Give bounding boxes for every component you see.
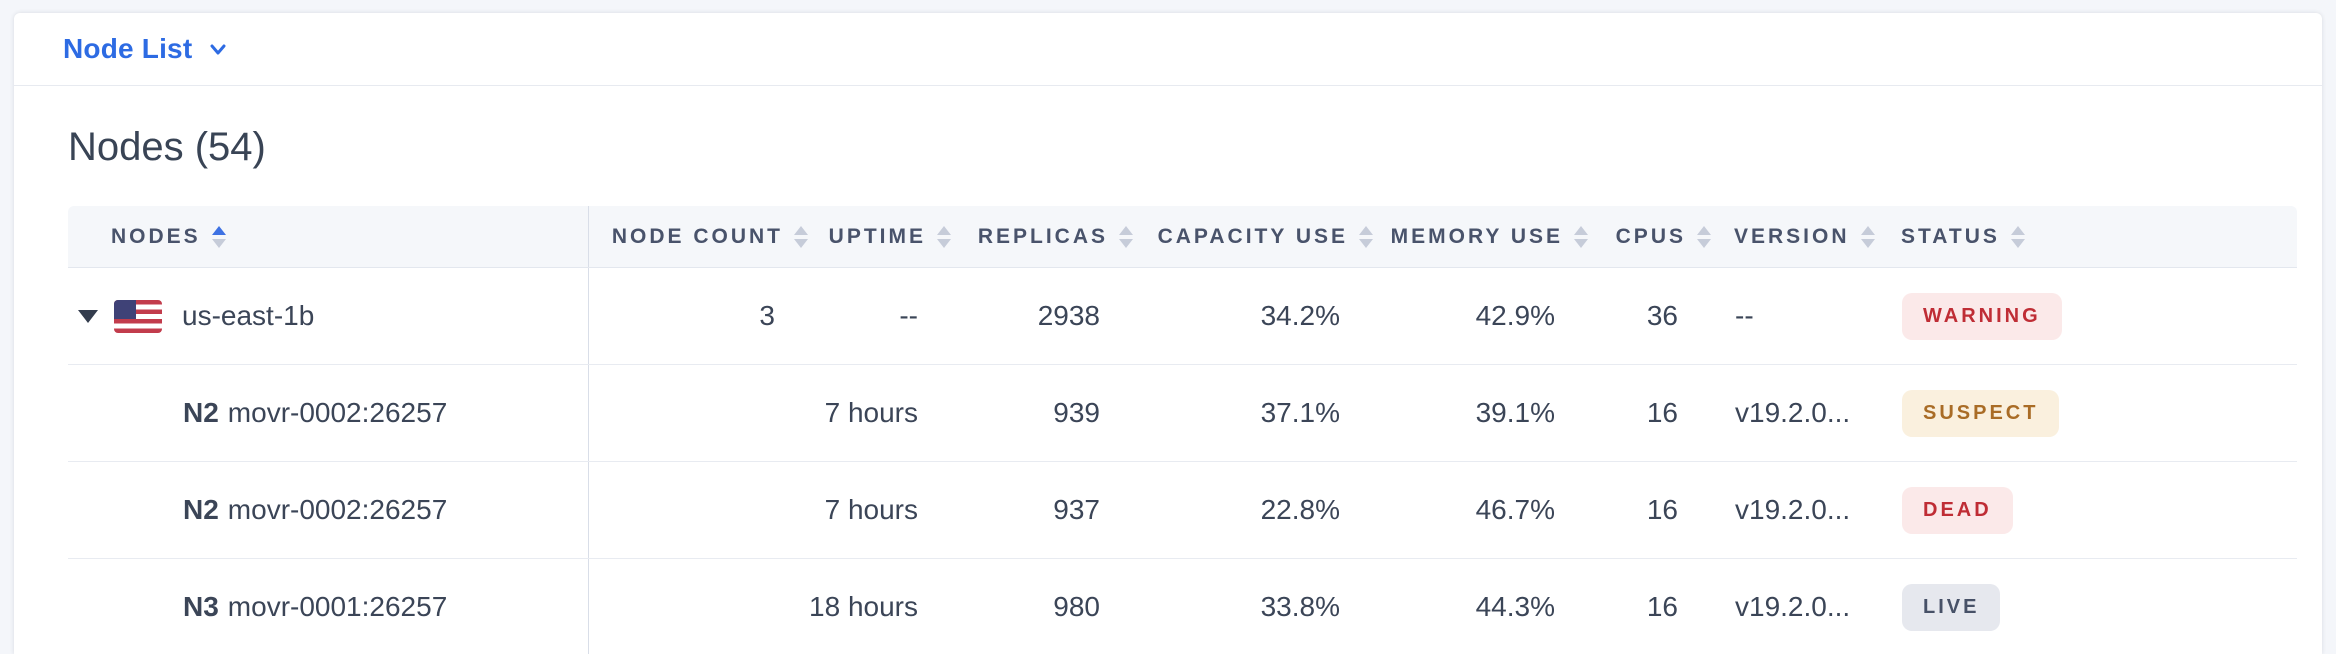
cpus-cell: 16 <box>1646 591 1678 622</box>
column-header-label: STATUS <box>1901 224 2000 248</box>
sort-icon <box>1574 225 1588 248</box>
memory-use-cell: 42.9% <box>1475 300 1555 331</box>
cpus-cell: 16 <box>1646 494 1678 525</box>
column-header-label: NODE COUNT <box>611 224 783 248</box>
column-header-uptime[interactable]: UPTIME <box>815 206 958 267</box>
table-row-node[interactable]: N3 movr-0001:26257 18 hours 980 33.8% 44… <box>68 559 2297 654</box>
column-header-memory-use[interactable]: MEMORY USE <box>1380 206 1595 267</box>
replicas-cell: 937 <box>1053 494 1100 525</box>
status-badge: SUSPECT <box>1902 389 2060 437</box>
collapse-caret-icon[interactable] <box>78 309 98 323</box>
capacity-use-cell: 34.2% <box>1260 300 1340 331</box>
node-id: N2 <box>183 494 219 525</box>
node-count-cell <box>589 365 815 461</box>
content-area: Nodes (54) NODES NODE COUNT UPTIME REPLI… <box>14 123 2322 654</box>
view-switcher-label: Node List <box>63 33 193 64</box>
status-badge: WARNING <box>1902 292 2062 340</box>
node-id: N3 <box>183 591 219 622</box>
sort-icon <box>1359 225 1373 248</box>
region-cell: us-east-1b <box>68 268 589 364</box>
capacity-use-cell: 22.8% <box>1260 494 1340 525</box>
table-row-region[interactable]: us-east-1b 3 -- 2938 34.2% 42.9% 36 -- W… <box>68 268 2297 365</box>
version-cell: -- <box>1735 300 1754 331</box>
replicas-cell: 939 <box>1053 397 1100 428</box>
cpus-cell: 16 <box>1646 397 1678 428</box>
node-count-cell <box>589 559 815 654</box>
column-header-status[interactable]: STATUS <box>1885 206 2297 267</box>
column-header-node-count[interactable]: NODE COUNT <box>589 206 815 267</box>
region-name: us-east-1b <box>182 300 315 331</box>
sort-icon <box>1697 225 1711 248</box>
replicas-cell: 2938 <box>1037 300 1100 331</box>
uptime-cell: 7 hours <box>824 397 918 428</box>
column-header-label: CAPACITY USE <box>1157 224 1348 248</box>
column-header-label: VERSION <box>1734 224 1850 248</box>
node-cell: N2 movr-0002:26257 <box>68 462 589 558</box>
column-header-cpus[interactable]: CPUS <box>1595 206 1718 267</box>
sort-icon <box>1860 225 1875 248</box>
column-header-capacity-use[interactable]: CAPACITY USE <box>1140 206 1380 267</box>
column-header-label: MEMORY USE <box>1390 224 1563 248</box>
column-header-label: CPUS <box>1615 224 1686 248</box>
capacity-use-cell: 33.8% <box>1260 591 1340 622</box>
table-row-node[interactable]: N2 movr-0002:26257 7 hours 939 37.1% 39.… <box>68 365 2297 462</box>
status-cell: SUSPECT <box>1885 365 2297 461</box>
table-header-row: NODES NODE COUNT UPTIME REPLICAS CAPACIT… <box>68 206 2297 268</box>
replicas-cell: 980 <box>1053 591 1100 622</box>
column-header-version[interactable]: VERSION <box>1718 206 1885 267</box>
memory-use-cell: 46.7% <box>1475 494 1555 525</box>
node-address: movr-0001:26257 <box>227 591 448 622</box>
status-cell: LIVE <box>1885 559 2297 654</box>
sort-icon <box>1119 225 1133 248</box>
node-list-card: Node List Nodes (54) NODES NODE COUNT UP… <box>14 13 2322 654</box>
uptime-cell: 18 hours <box>809 591 918 622</box>
us-flag-icon <box>114 299 162 333</box>
sort-icon <box>2010 225 2025 248</box>
sort-icon <box>937 225 951 248</box>
card-header: Node List <box>14 13 2322 86</box>
column-header-label: UPTIME <box>828 224 926 248</box>
uptime-cell: 7 hours <box>824 494 918 525</box>
node-address: movr-0002:26257 <box>227 397 448 428</box>
version-cell: v19.2.0... <box>1735 494 1851 525</box>
column-header-label: NODES <box>111 224 201 248</box>
status-badge: DEAD <box>1902 486 2013 534</box>
node-count-cell: 3 <box>759 300 775 331</box>
node-count-cell <box>589 462 815 558</box>
chevron-down-icon <box>210 44 226 55</box>
nodes-table: NODES NODE COUNT UPTIME REPLICAS CAPACIT… <box>68 206 2297 654</box>
version-cell: v19.2.0... <box>1735 591 1851 622</box>
node-cell: N3 movr-0001:26257 <box>68 559 589 654</box>
memory-use-cell: 39.1% <box>1475 397 1555 428</box>
memory-use-cell: 44.3% <box>1475 591 1555 622</box>
page-title: Nodes (54) <box>68 125 266 169</box>
view-switcher-dropdown[interactable]: Node List <box>63 33 229 65</box>
table-row-node[interactable]: N2 movr-0002:26257 7 hours 937 22.8% 46.… <box>68 462 2297 559</box>
column-header-nodes[interactable]: NODES <box>68 206 589 267</box>
status-cell: WARNING <box>1885 268 2297 364</box>
node-address: movr-0002:26257 <box>227 494 448 525</box>
status-cell: DEAD <box>1885 462 2297 558</box>
sort-icon <box>794 225 808 248</box>
column-header-label: REPLICAS <box>977 224 1108 248</box>
capacity-use-cell: 37.1% <box>1260 397 1340 428</box>
status-badge: LIVE <box>1902 583 2001 631</box>
node-cell: N2 movr-0002:26257 <box>68 365 589 461</box>
sort-icon <box>211 225 226 248</box>
uptime-cell: -- <box>899 300 918 331</box>
node-id: N2 <box>183 397 219 428</box>
cpus-cell: 36 <box>1646 300 1678 331</box>
column-header-replicas[interactable]: REPLICAS <box>958 206 1140 267</box>
version-cell: v19.2.0... <box>1735 397 1851 428</box>
